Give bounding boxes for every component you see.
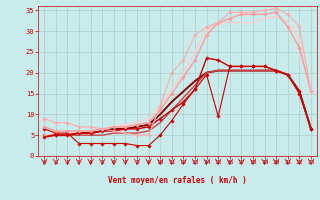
X-axis label: Vent moyen/en rafales ( km/h ): Vent moyen/en rafales ( km/h )	[108, 176, 247, 185]
